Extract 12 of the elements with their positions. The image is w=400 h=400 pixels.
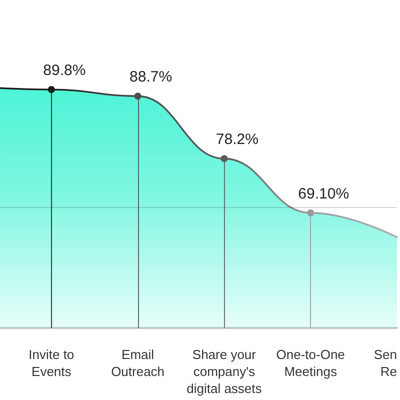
x-tick-label: Invite to Events [28, 347, 74, 379]
point [307, 209, 314, 216]
point [134, 92, 142, 100]
data-label: 88.7% [130, 68, 172, 86]
data-label: 78.2% [216, 131, 258, 148]
point [48, 86, 55, 94]
x-tick-label: Share your company's digital assets [186, 347, 262, 396]
data-label: 89.8% [43, 62, 86, 80]
x-tick-label: One-to-One Meetings [276, 347, 345, 379]
x-tick-label: Email Outreach [111, 347, 165, 379]
data-label: 69.10% [298, 185, 350, 202]
x-tick-label: Sen Re [374, 347, 397, 379]
